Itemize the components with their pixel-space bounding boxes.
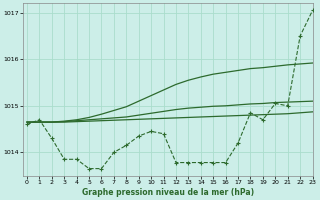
X-axis label: Graphe pression niveau de la mer (hPa): Graphe pression niveau de la mer (hPa) — [82, 188, 254, 197]
